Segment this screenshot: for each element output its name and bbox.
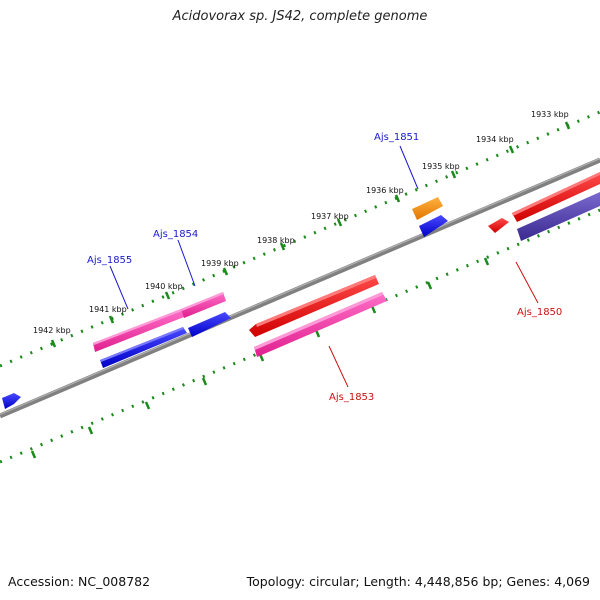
gene-arrow[interactable] <box>517 192 600 241</box>
gene-arrow[interactable] <box>188 312 231 337</box>
gene-label[interactable]: Ajs_1850 <box>517 307 562 318</box>
tick-label: 1936 kbp <box>366 186 404 195</box>
label-leader-line <box>109 265 129 310</box>
upper-major-ticks <box>50 121 571 348</box>
tick-label: 1934 kbp <box>476 135 514 144</box>
label-leader-line <box>515 261 539 304</box>
label-leader-line <box>177 239 196 287</box>
tick-label: 1941 kbp <box>89 305 127 314</box>
tick-label: 1935 kbp <box>422 162 460 171</box>
gene-label[interactable]: Ajs_1855 <box>87 255 132 266</box>
genome-summary-text: Topology: circular; Length: 4,448,856 bp… <box>246 574 590 589</box>
gene-arrow[interactable] <box>93 309 184 352</box>
label-leader-line <box>399 145 419 190</box>
gene-arrow[interactable] <box>488 218 509 233</box>
lower-major-ticks <box>30 257 490 459</box>
accession-text: Accession: NC_008782 <box>8 574 151 589</box>
label-leader-line <box>328 345 349 388</box>
gene-arrow[interactable] <box>181 292 226 318</box>
tick-label: 1938 kbp <box>257 236 295 245</box>
tick-label: 1933 kbp <box>531 110 569 119</box>
tick-label: 1940 kbp <box>145 282 183 291</box>
forward-features <box>2 197 448 409</box>
tick-label: 1937 kbp <box>311 212 349 221</box>
genome-backbone <box>0 157 600 419</box>
gene-arrow[interactable] <box>412 197 443 220</box>
gene-arrow[interactable] <box>254 292 387 357</box>
tick-label: 1942 kbp <box>33 326 71 335</box>
gene-arrow[interactable] <box>419 215 448 237</box>
gene-arrow[interactable] <box>249 275 379 337</box>
reverse-features <box>249 172 600 357</box>
gene-label[interactable]: Ajs_1854 <box>153 229 198 240</box>
gene-label[interactable]: Ajs_1851 <box>374 132 419 143</box>
map-title: Acidovorax sp. JS42, complete genome <box>172 9 428 24</box>
tick-label: 1939 kbp <box>201 259 239 268</box>
gene-label[interactable]: Ajs_1853 <box>329 392 374 403</box>
gene-arrow[interactable] <box>100 327 187 368</box>
gene-arrow[interactable] <box>2 393 21 409</box>
